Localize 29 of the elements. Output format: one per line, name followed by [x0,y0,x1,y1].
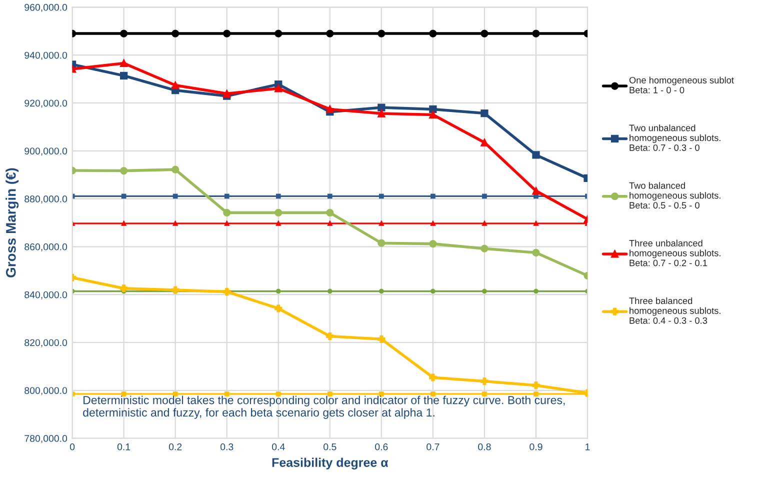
y-tick-label: 840,000.0 [24,291,68,300]
x-tick-label: 0.7 [426,443,440,450]
y-tick-label: 920,000.0 [24,100,68,108]
y-tick-label: 780,000.0 [24,435,68,444]
y-tick-label: 960,000.0 [24,4,68,12]
y-tick-label: 880,000.0 [24,196,68,204]
y-tick-label: 900,000.0 [24,148,68,156]
legend-label: Three balanced homogeneous sublots. Beta: 0.4 - 0.3 - 0.3 [629,297,720,324]
y-tick-label: 820,000.0 [24,339,68,348]
x-tick-label: 0.9 [530,443,542,450]
legend-label: One homogeneous sublot Beta: 1 - 0 - 0 [629,76,734,94]
y-axis-title: Gross Margin (€) [6,168,19,278]
x-tick-label: 0.5 [324,443,336,450]
legend-label: Two unbalanced homogeneous sublots. Beta: 0.7 - 0.3 - 0 [629,124,720,151]
annotation: Deterministic model takes the corresponding color and indicator of the fuzzy curve. Both cures, deterministic and fuzzy, for each beta scenario gets closer at alpha 1. [83,396,565,419]
y-tick-label: 860,000.0 [24,243,68,252]
x-tick-label: 0.3 [220,443,234,450]
x-tick-label: 1 [586,444,590,450]
y-tick-label: 800,000.0 [24,387,68,396]
x-tick-label: 0.6 [375,443,388,450]
legend-label: Two balanced homogeneous sublots. Beta: 0.5 - 0.5 - 0 [629,182,720,209]
x-tick-label: 0.8 [478,443,491,450]
y-tick-label: 940,000.0 [24,52,68,60]
x-tick-label: 0 [70,443,75,450]
x-tick-label: 0.1 [117,443,130,450]
x-tick-label: 0.4 [272,443,285,450]
legend-label: Three unbalanced homogeneous sublots. Beta: 0.7 - 0.2 - 0.1 [629,240,720,266]
x-axis-title: Feasibility degree α [272,458,388,470]
x-tick-label: 0.2 [168,443,182,450]
